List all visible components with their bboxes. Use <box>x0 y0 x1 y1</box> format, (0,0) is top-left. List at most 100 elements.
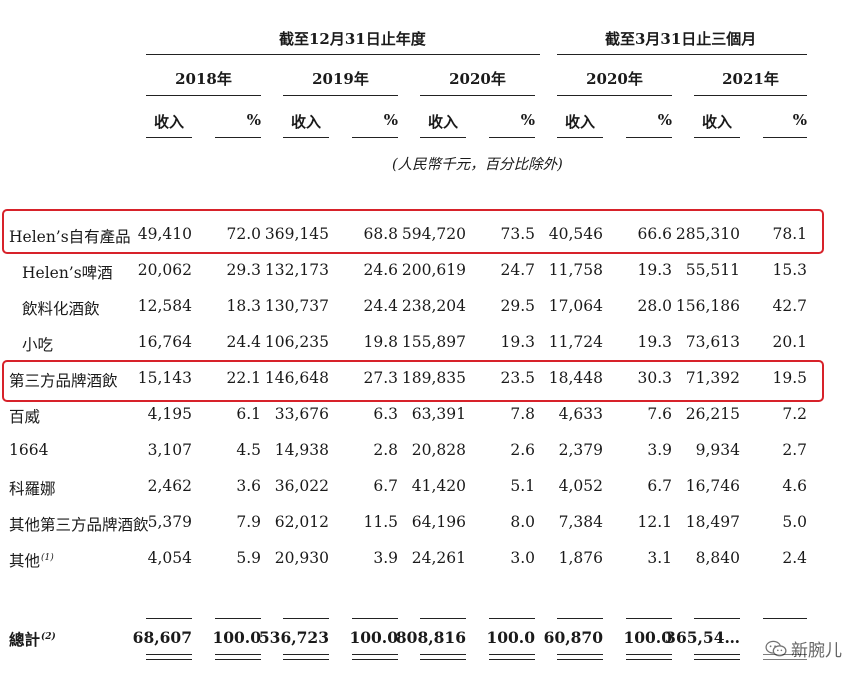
pct-cell: 7.9 <box>236 513 261 531</box>
unit-note: (人民幣千元，百分比除外) <box>392 157 563 173</box>
group-header-year: 截至12月31日止年度 <box>279 30 426 48</box>
pct-cell: 24.4 <box>226 333 261 351</box>
total-revenue-cell: 68,607 <box>132 628 192 647</box>
pct-cell: 3.0 <box>510 549 535 567</box>
pct-cell: 24.6 <box>363 261 398 279</box>
row-label-text: 1664 <box>9 441 49 459</box>
revenue-cell: 49,410 <box>137 225 192 243</box>
revenue-header: 收入 <box>427 113 458 131</box>
watermark: 新腕儿 <box>761 635 846 662</box>
revenue-header: 收入 <box>564 113 595 131</box>
sub-header-rule <box>352 137 398 138</box>
total-pct-cell: 100.0 <box>623 628 672 647</box>
wechat-icon <box>765 640 787 656</box>
revenue-cell: 20,930 <box>274 549 329 567</box>
pct-cell: 24.7 <box>500 261 535 279</box>
subtotal-rule <box>283 618 329 619</box>
sub-header-rule <box>626 137 672 138</box>
group-rule-year <box>146 54 540 55</box>
subtotal-rule <box>763 618 807 619</box>
revenue-cell: 64,196 <box>411 513 466 531</box>
row-label-text: Helen’s啤酒 <box>22 264 113 282</box>
group-header-quarter: 截至3月31日止三個月 <box>605 30 757 48</box>
revenue-cell: 238,204 <box>401 297 466 315</box>
pct-cell: 5.9 <box>236 549 261 567</box>
pct-cell: 11.5 <box>363 513 398 531</box>
year-header: 2020年 <box>449 70 506 88</box>
pct-cell: 2.8 <box>373 441 398 459</box>
sub-header-rule <box>420 137 466 138</box>
pct-cell: 22.1 <box>226 369 261 387</box>
pct-cell: 4.6 <box>782 477 807 495</box>
revenue-cell: 155,897 <box>401 333 466 351</box>
pct-cell: 7.2 <box>782 405 807 423</box>
revenue-cell: 15,143 <box>137 369 192 387</box>
row-label-text: 第三方品牌酒飲 <box>9 372 118 390</box>
total-revenue-cell: 60,870 <box>543 628 603 647</box>
total-revenue-cell: 808,816 <box>395 628 466 647</box>
revenue-cell: 18,448 <box>548 369 603 387</box>
total-double-underline <box>283 654 329 660</box>
pct-cell: 23.5 <box>500 369 535 387</box>
row-label: 1664 <box>9 441 48 459</box>
total-revenue-cell: 536,723 <box>258 628 329 647</box>
year-rule <box>694 95 807 96</box>
pct-cell: 68.8 <box>363 225 398 243</box>
revenue-cell: 9,934 <box>695 441 740 459</box>
pct-cell: 73.5 <box>500 225 535 243</box>
revenue-cell: 285,310 <box>675 225 740 243</box>
revenue-cell: 14,938 <box>274 441 329 459</box>
sub-header-rule <box>557 137 603 138</box>
revenue-cell: 71,392 <box>685 369 740 387</box>
year-header: 2020年 <box>586 70 643 88</box>
revenue-cell: 146,648 <box>264 369 329 387</box>
revenue-cell: 369,145 <box>264 225 329 243</box>
revenue-cell: 16,746 <box>685 477 740 495</box>
revenue-cell: 18,497 <box>685 513 740 531</box>
year-header: 2019年 <box>312 70 369 88</box>
pct-cell: 24.4 <box>363 297 398 315</box>
pct-cell: 12.1 <box>637 513 672 531</box>
row-label-text: 科羅娜 <box>9 480 56 498</box>
revenue-cell: 156,186 <box>675 297 740 315</box>
year-rule <box>283 95 398 96</box>
highlight-own-products <box>2 209 824 254</box>
pct-cell: 18.3 <box>226 297 261 315</box>
revenue-cell: 73,613 <box>685 333 740 351</box>
pct-header: % <box>657 111 672 129</box>
revenue-cell: 11,758 <box>548 261 603 279</box>
revenue-cell: 189,835 <box>401 369 466 387</box>
revenue-cell: 16,764 <box>137 333 192 351</box>
revenue-cell: 8,840 <box>695 549 740 567</box>
row-label: Helen’s自有產品 <box>9 225 131 247</box>
total-pct-cell: 100.0 <box>486 628 535 647</box>
total-label: 總計(2) <box>9 628 56 650</box>
revenue-cell: 17,064 <box>548 297 603 315</box>
pct-cell: 2.7 <box>782 441 807 459</box>
pct-cell: 19.3 <box>637 261 672 279</box>
row-label-text: Helen’s自有產品 <box>9 228 131 246</box>
pct-cell: 20.1 <box>772 333 807 351</box>
total-double-underline <box>215 654 261 660</box>
subtotal-rule <box>694 618 740 619</box>
pct-cell: 6.7 <box>647 477 672 495</box>
revenue-cell: 130,737 <box>264 297 329 315</box>
pct-cell: 6.1 <box>236 405 261 423</box>
pct-cell: 19.3 <box>637 333 672 351</box>
revenue-cell: 63,391 <box>411 405 466 423</box>
revenue-header: 收入 <box>290 113 321 131</box>
pct-cell: 2.6 <box>510 441 535 459</box>
pct-cell: 7.8 <box>510 405 535 423</box>
total-pct-cell: 100.0 <box>349 628 398 647</box>
total-pct-cell: 100.0 <box>212 628 261 647</box>
revenue-cell: 132,173 <box>264 261 329 279</box>
revenue-cell: 2,379 <box>558 441 603 459</box>
revenue-cell: 106,235 <box>264 333 329 351</box>
pct-cell: 7.6 <box>647 405 672 423</box>
total-double-underline <box>694 654 740 660</box>
row-label: 小吃 <box>22 333 53 355</box>
subtotal-rule <box>489 618 535 619</box>
revenue-cell: 5,379 <box>147 513 192 531</box>
pct-cell: 42.7 <box>772 297 807 315</box>
total-revenue-cell: 365,54… <box>665 628 740 647</box>
